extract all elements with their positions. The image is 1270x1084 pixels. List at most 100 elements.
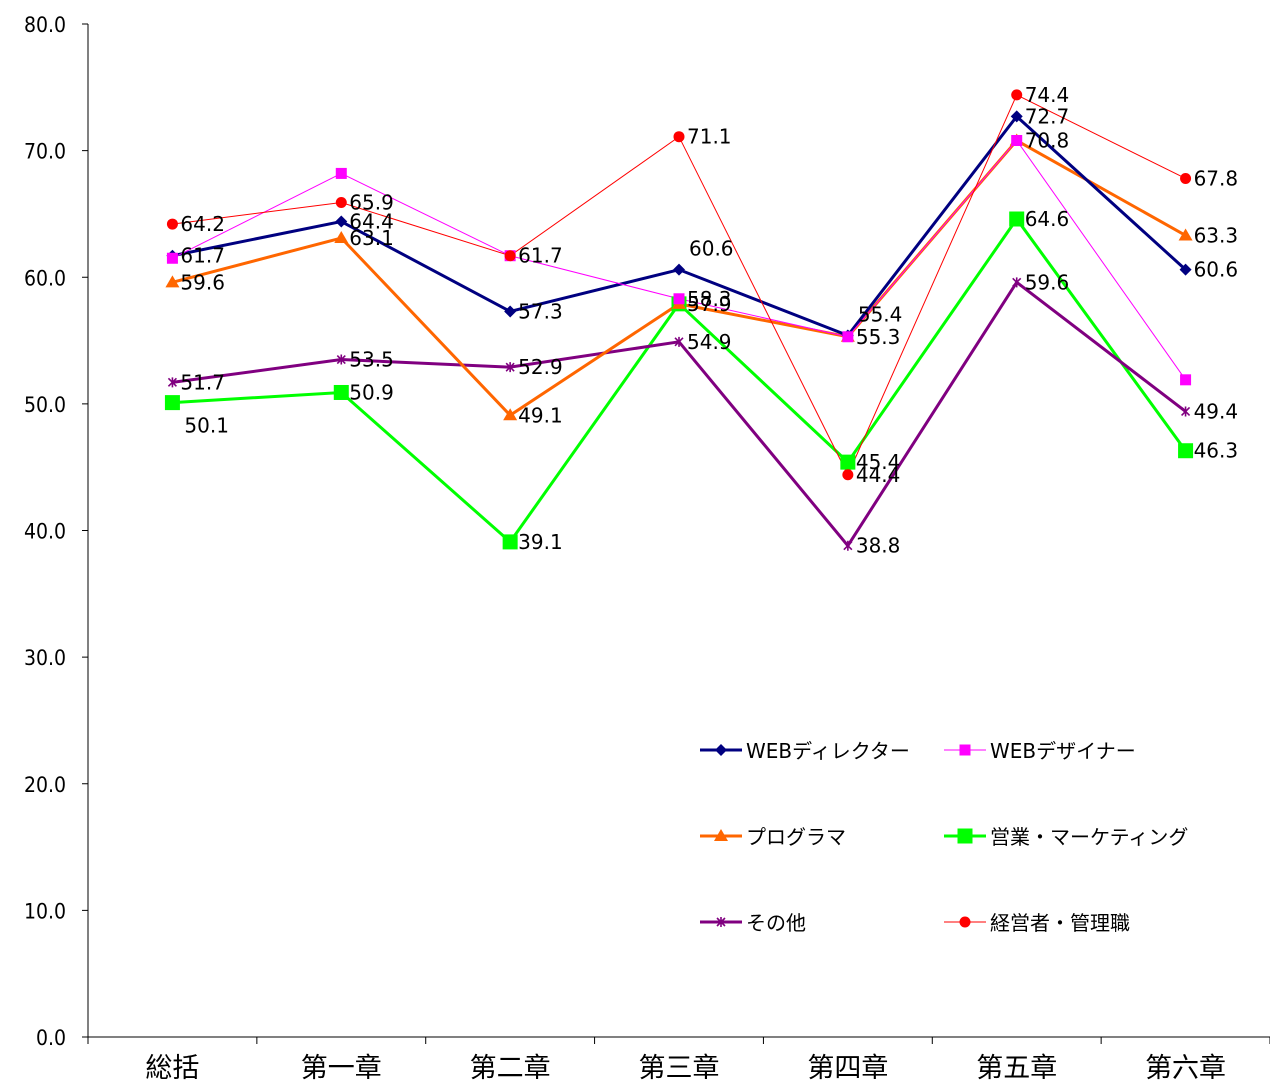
legend-label: 営業・マーケティング [990,825,1188,849]
star-stroke [336,354,346,365]
legend-swatch-marker [957,828,973,844]
legend-item-0: WEBディレクター [700,739,910,763]
series-4-point [336,354,346,365]
data-label: 65.9 [349,191,394,215]
series-5-point [335,197,347,209]
y-tick-label: 50.0 [24,393,66,417]
series-3-point [333,384,349,400]
data-label: 52.9 [518,355,563,379]
data-label: 60.6 [1194,258,1239,282]
x-category-label: 総括 [145,1053,199,1084]
data-label: 58.3 [687,287,732,311]
series-0-point [504,305,517,318]
data-label: 55.3 [856,325,901,349]
y-tick-label: 20.0 [24,773,66,797]
legend-label: WEBディレクター [746,739,910,763]
y-tick-label: 70.0 [24,140,66,164]
data-label: 44.4 [856,463,901,487]
legend-swatch-marker [715,744,727,756]
data-label: 57.3 [518,299,563,323]
data-label: 49.1 [518,403,563,427]
series-0-point [673,263,685,276]
data-label: 59.6 [1025,270,1070,294]
data-label: 70.8 [1025,128,1070,152]
series-line-4 [172,280,1187,549]
legend-item-5: 経営者・管理職 [944,911,1130,935]
series-1-point [335,167,347,179]
series-3-point [840,454,856,470]
star-stroke [1181,406,1191,417]
series-1-point [1180,374,1192,386]
star-stroke [1012,277,1022,288]
series-3-point [1178,443,1194,459]
series-1-point [166,252,178,264]
series-2-point [334,230,349,243]
series-1-point [1011,134,1023,146]
data-label: 45.4 [856,450,901,474]
x-category-label: 第一章 [301,1053,382,1084]
legend-label: プログラマ [746,825,846,849]
data-label: 49.4 [1194,399,1239,423]
data-label: 51.7 [180,370,225,394]
legend-label: その他 [746,911,806,935]
series-5-point [504,250,516,262]
series-4-point [1012,277,1022,288]
x-category-label: 第六章 [1145,1053,1226,1084]
series-5-point [842,469,854,481]
markers [164,89,1194,551]
series-0-point [335,215,348,228]
star-stroke [843,540,853,551]
series-4-point [843,540,853,551]
y-tick-label: 80.0 [24,13,66,37]
data-labels: 61.7 64.4 57.3 60.6 55.4 72.7 60.6 58.3 70.8 59.6… [180,83,1238,558]
data-label: 53.5 [349,348,394,372]
y-tick-label: 0.0 [36,1026,66,1050]
data-label: 61.7 [518,244,563,268]
data-label: 67.8 [1194,166,1239,190]
star-stroke [716,917,726,927]
series-5-point [1180,172,1192,184]
series-1-point [673,293,685,305]
data-label: 50.9 [349,380,394,404]
star-stroke [167,377,177,388]
series-3-point [1009,211,1025,227]
axes: 0.0 10.0 20.0 30.0 40.0 50.0 60.0 70.0 80.0 総括 第一章… [24,13,1270,1084]
star-stroke [674,336,684,347]
series-4-point [167,377,177,388]
series-5-point [1011,89,1023,101]
data-label: 50.1 [184,414,229,438]
data-label: 74.4 [1025,83,1070,107]
y-tick-label: 10.0 [24,899,66,923]
legend-swatch-marker [716,917,726,927]
data-label: 72.7 [1025,104,1070,128]
legend-item-1: WEBデザイナー [944,739,1136,763]
x-category-label: 第四章 [807,1053,888,1084]
x-category-label: 第五章 [976,1053,1057,1084]
legend-swatch-marker [714,829,728,841]
data-label: 64.6 [1025,207,1070,231]
data-label: 55.4 [858,302,903,326]
legend-swatch-marker [959,916,971,928]
series-5-point [673,131,685,143]
legend-swatch-marker [959,744,971,756]
data-label: 64.4 [349,210,394,234]
data-label: 39.1 [518,530,563,554]
data-label: 71.1 [687,125,732,149]
data-label: 57.9 [687,292,732,316]
series-0-point [1179,263,1192,276]
legend-item-2: プログラマ [700,825,846,849]
series-3-point [164,395,180,411]
data-label: 54.9 [687,330,732,354]
data-label: 60.6 [689,237,734,261]
data-label: 59.6 [180,270,225,294]
legend-item-4: その他 [700,911,806,935]
legend-label: 経営者・管理職 [990,911,1130,935]
legend-item-3: 営業・マーケティング [944,825,1188,849]
series-1-point [842,331,854,343]
data-label: 46.3 [1194,439,1239,463]
star-stroke [505,362,515,373]
series-2-point [503,408,518,421]
series-4-point [674,336,684,347]
